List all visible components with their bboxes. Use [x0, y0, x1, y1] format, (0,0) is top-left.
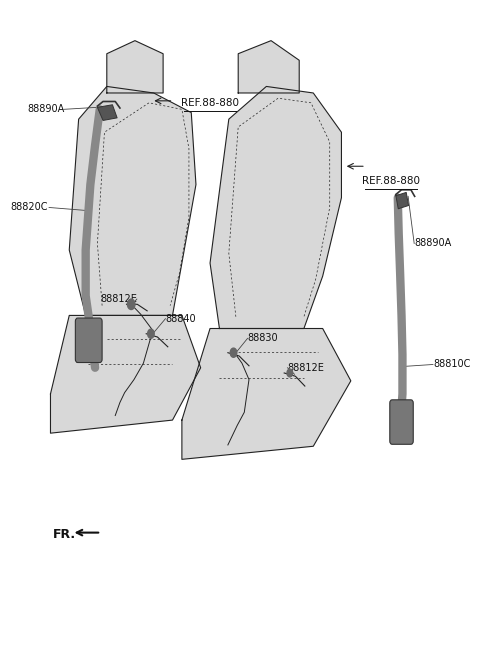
FancyBboxPatch shape — [390, 400, 413, 444]
Text: 88840: 88840 — [166, 313, 196, 324]
Polygon shape — [69, 87, 196, 315]
Text: 88810C: 88810C — [433, 359, 470, 369]
Text: 88890A: 88890A — [414, 238, 452, 248]
Polygon shape — [210, 87, 341, 328]
Text: 88812E: 88812E — [100, 294, 137, 304]
Polygon shape — [238, 41, 299, 93]
FancyBboxPatch shape — [75, 318, 102, 363]
Circle shape — [128, 299, 135, 309]
Circle shape — [287, 369, 293, 377]
Polygon shape — [107, 41, 163, 93]
Polygon shape — [97, 104, 117, 120]
Polygon shape — [182, 328, 351, 459]
Text: 88820C: 88820C — [11, 202, 48, 212]
Circle shape — [148, 329, 154, 338]
Text: REF.88-880: REF.88-880 — [362, 176, 420, 187]
Text: 88890A: 88890A — [27, 104, 64, 114]
Polygon shape — [50, 315, 201, 433]
Text: REF.88-880: REF.88-880 — [181, 98, 239, 108]
Polygon shape — [396, 193, 408, 209]
Circle shape — [230, 348, 237, 357]
Text: 88812E: 88812E — [288, 363, 324, 373]
Text: FR.: FR. — [53, 528, 76, 541]
Text: 88830: 88830 — [248, 333, 278, 344]
